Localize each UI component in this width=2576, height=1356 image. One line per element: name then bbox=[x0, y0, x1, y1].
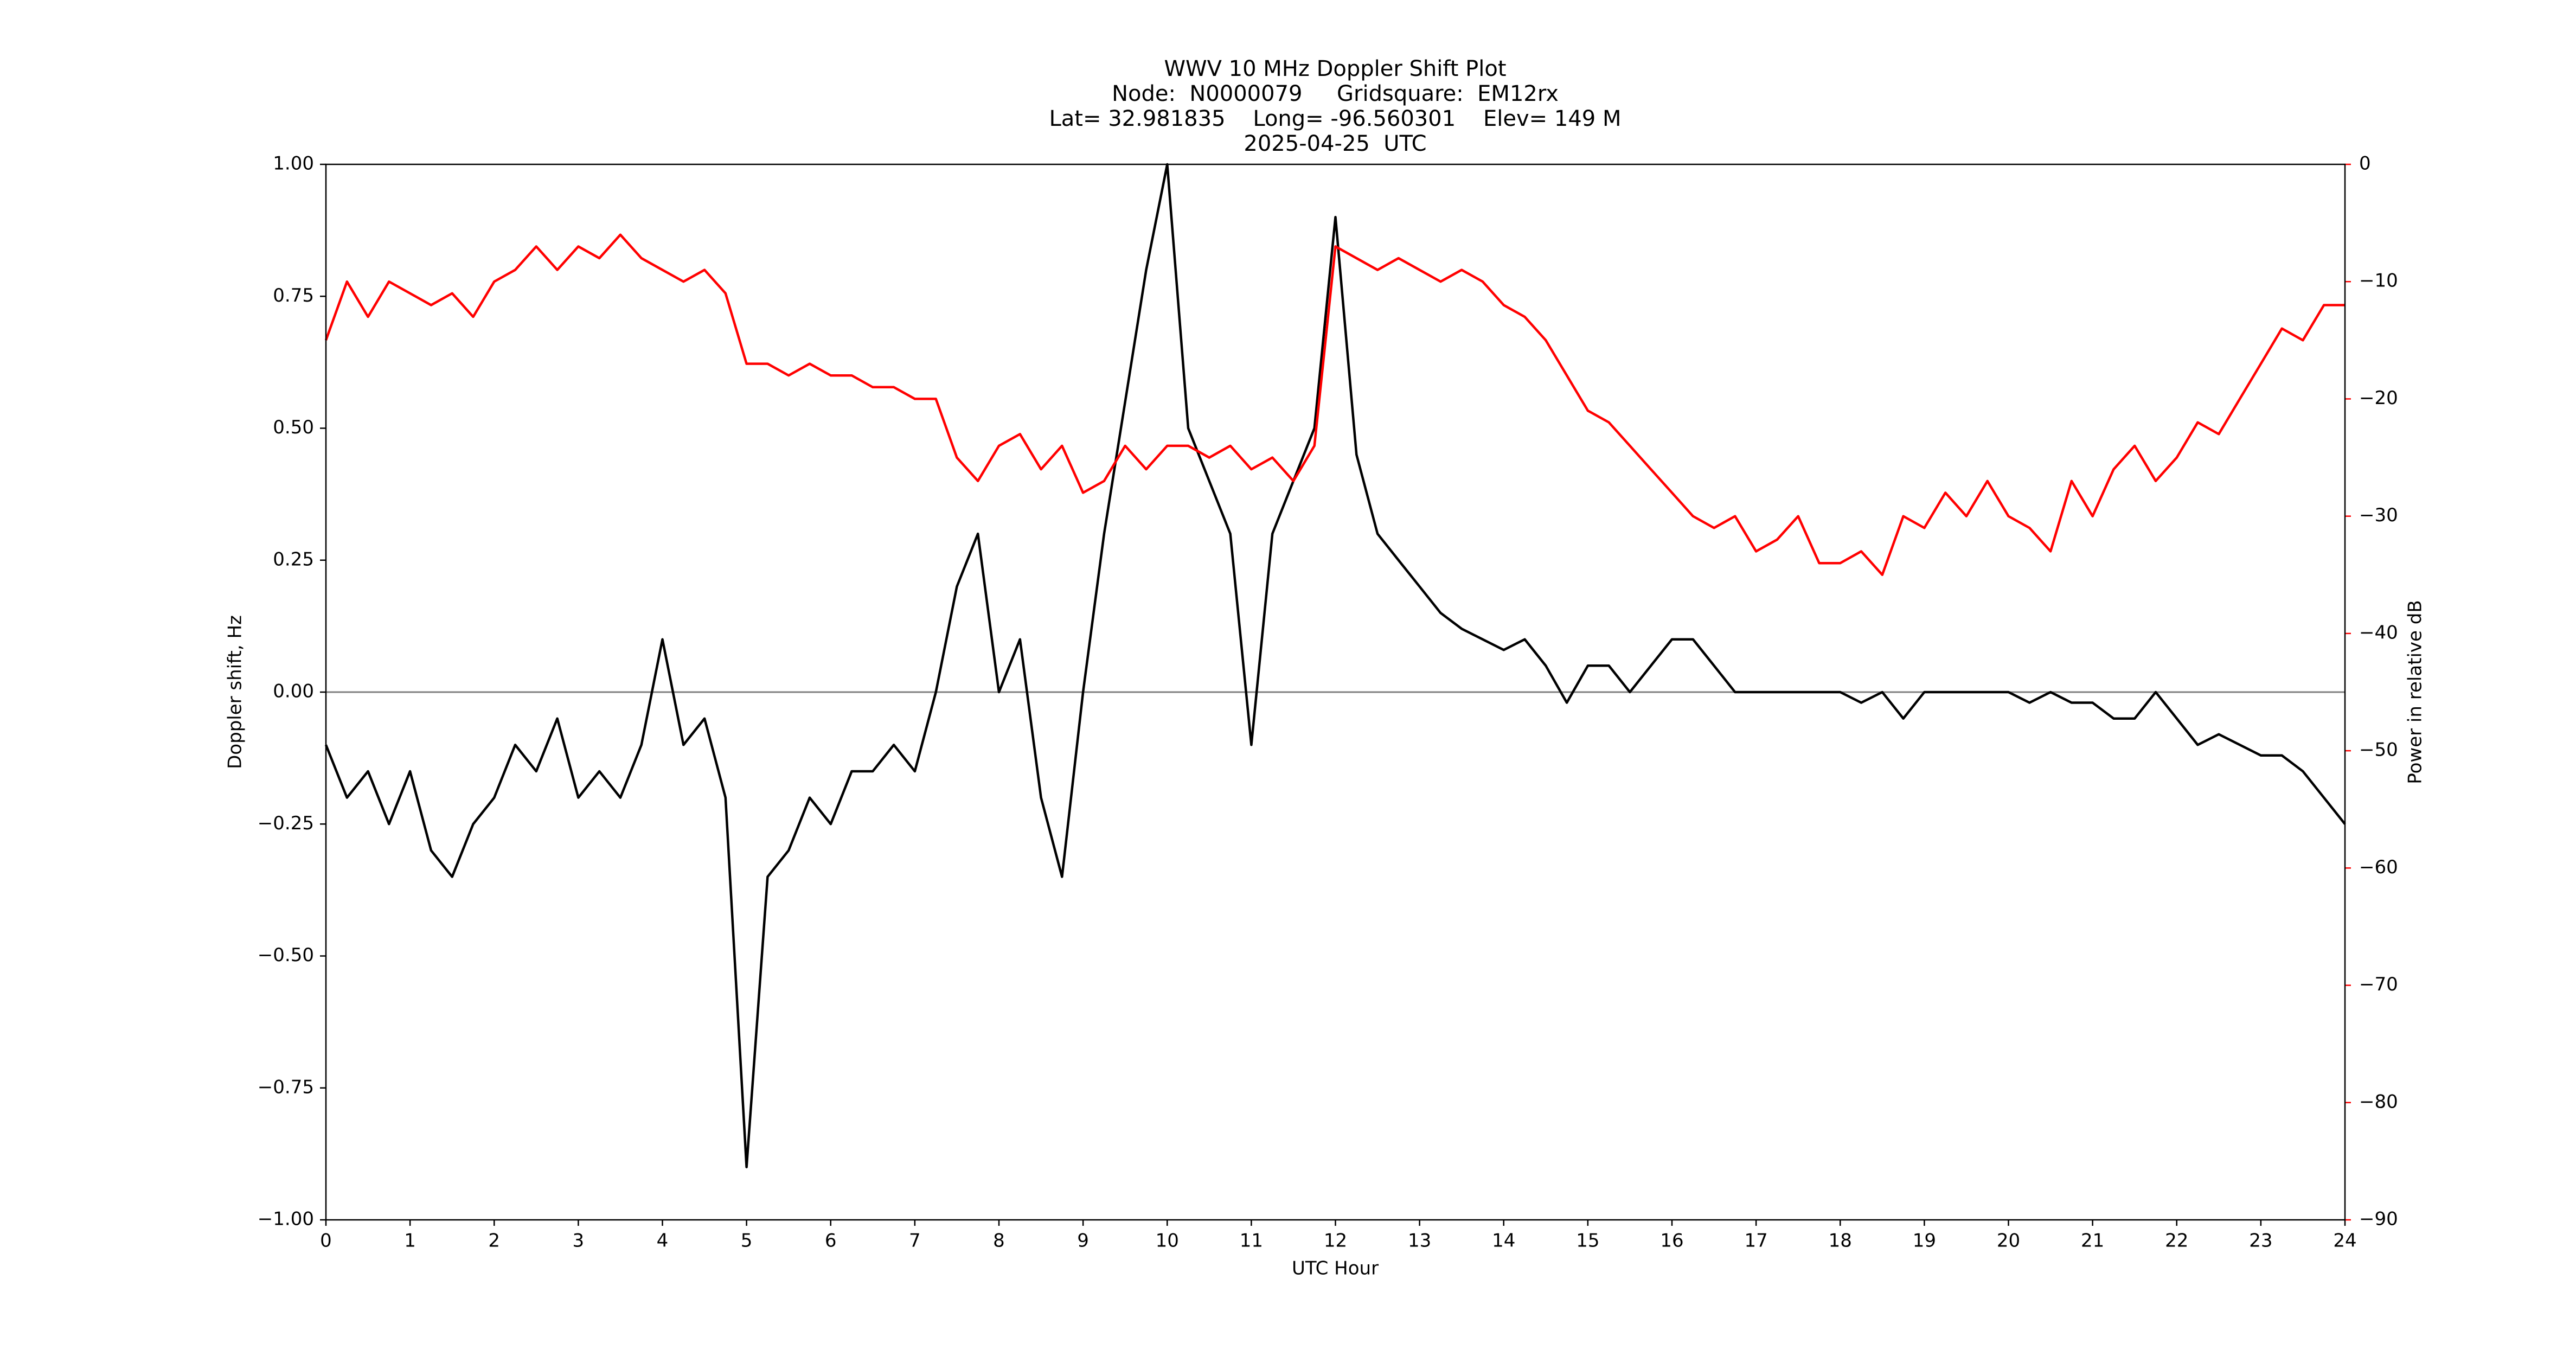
y2-tick-label: −90 bbox=[2359, 1208, 2398, 1230]
title-line: Node: N0000079 Gridsquare: EM12rx bbox=[1112, 81, 1559, 106]
x-tick-label: 20 bbox=[1997, 1230, 2020, 1252]
x-tick-label: 10 bbox=[1156, 1230, 1179, 1252]
series-line bbox=[324, 163, 2346, 1168]
y-tick-label: 1.00 bbox=[273, 153, 314, 175]
plot-frame bbox=[325, 163, 2346, 1221]
x-tick-label: 7 bbox=[909, 1230, 921, 1252]
x-tick-label: 2 bbox=[488, 1230, 500, 1252]
x-tick-label: 17 bbox=[1744, 1230, 1767, 1252]
x-tick-label: 18 bbox=[1829, 1230, 1852, 1252]
y-tick-label: 0.50 bbox=[273, 417, 314, 438]
y2-tick-label: −10 bbox=[2359, 270, 2398, 292]
y-axis-label: Doppler shift, Hz bbox=[225, 615, 246, 769]
x-axis-label: UTC Hour bbox=[1292, 1258, 1379, 1280]
series-line bbox=[324, 233, 2345, 577]
x-tick-label: 5 bbox=[741, 1230, 753, 1252]
x-tick-label: 14 bbox=[1492, 1230, 1515, 1252]
y2-tick-label: 0 bbox=[2359, 153, 2371, 175]
y2-tick-label: −30 bbox=[2359, 504, 2398, 526]
y-tick-label: −0.75 bbox=[258, 1076, 314, 1098]
x-tick-label: 12 bbox=[1324, 1230, 1347, 1252]
x-tick-label: 0 bbox=[320, 1230, 332, 1252]
y-tick-label: 0.00 bbox=[273, 681, 314, 702]
x-tick-label: 22 bbox=[2165, 1230, 2188, 1252]
y-tick-label: −0.50 bbox=[258, 944, 314, 966]
title-line: Lat= 32.981835 Long= -96.560301 Elev= 14… bbox=[1049, 106, 1622, 131]
y-tick-label: 0.75 bbox=[273, 285, 314, 306]
x-tick-label: 11 bbox=[1240, 1230, 1263, 1252]
x-tick-label: 9 bbox=[1077, 1230, 1089, 1252]
x-tick-label: 8 bbox=[993, 1230, 1005, 1252]
y2-tick-label: −60 bbox=[2359, 856, 2398, 878]
y-tick-label: −0.25 bbox=[258, 813, 314, 834]
x-tick-label: 3 bbox=[573, 1230, 585, 1252]
x-tick-label: 19 bbox=[1913, 1230, 1936, 1252]
title-line: 2025-04-25 UTC bbox=[1244, 131, 1426, 156]
y2-tick-label: −80 bbox=[2359, 1091, 2398, 1112]
y2-tick-label: −70 bbox=[2359, 974, 2398, 995]
y-tick-label: 0.25 bbox=[273, 548, 314, 570]
y2-axis-label: Power in relative dB bbox=[2405, 600, 2426, 784]
y2-tick-label: −40 bbox=[2359, 622, 2398, 643]
y2-tick-label: −50 bbox=[2359, 739, 2398, 761]
x-tick-label: 13 bbox=[1408, 1230, 1431, 1252]
x-tick-label: 1 bbox=[404, 1230, 416, 1252]
x-tick-label: 15 bbox=[1576, 1230, 1599, 1252]
x-tick-label: 6 bbox=[825, 1230, 837, 1252]
x-tick-label: 16 bbox=[1660, 1230, 1683, 1252]
x-tick-label: 4 bbox=[657, 1230, 669, 1252]
x-tick-label: 23 bbox=[2249, 1230, 2272, 1252]
y-tick-label: −1.00 bbox=[258, 1208, 314, 1230]
x-tick-label: 21 bbox=[2081, 1230, 2104, 1252]
title-line: WWV 10 MHz Doppler Shift Plot bbox=[1164, 56, 1506, 81]
x-tick-label: 24 bbox=[2333, 1230, 2356, 1252]
y2-tick-label: −20 bbox=[2359, 387, 2398, 409]
